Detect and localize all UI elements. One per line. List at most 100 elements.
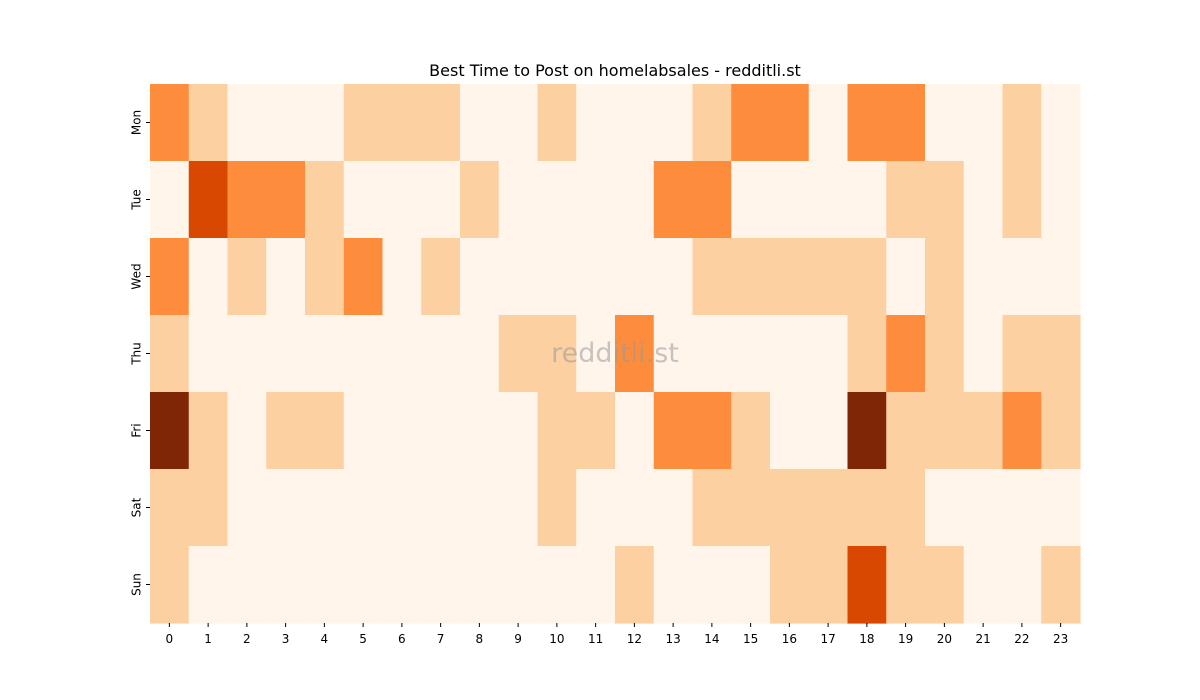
x-tick-label: 1 — [204, 632, 212, 646]
watermark: redditli.st — [551, 338, 679, 369]
heatmap-cell-Sat-0 — [150, 469, 190, 547]
x-tick-label: 0 — [166, 632, 174, 646]
heatmap-cell-Mon-15 — [731, 84, 771, 162]
heatmap-cell-Sat-12 — [615, 469, 655, 547]
heatmap-cell-Thu-10 — [537, 315, 577, 393]
x-tick-label: 9 — [514, 632, 522, 646]
heatmap-cell-Thu-7 — [421, 315, 461, 393]
heatmap-cell-Mon-2 — [227, 84, 267, 162]
heatmap-cell-Sat-18 — [847, 469, 887, 547]
x-tick-label: 21 — [975, 632, 990, 646]
heatmap-cell-Wed-22 — [1002, 238, 1042, 316]
heatmap-cell-Sat-21 — [963, 469, 1004, 547]
heatmap-cell-Thu-6 — [382, 315, 422, 393]
heatmap-cell-Fri-7 — [421, 392, 461, 470]
heatmap-cell-Fri-11 — [576, 392, 616, 470]
heatmap-cell-Tue-8 — [460, 161, 500, 239]
heatmap-cell-Sun-13 — [653, 546, 694, 624]
x-tick-label: 10 — [549, 632, 564, 646]
y-tick-label: Sat — [130, 497, 144, 517]
heatmap-cell-Fri-6 — [382, 392, 422, 470]
x-tick-label: 18 — [859, 632, 874, 646]
heatmap-cell-Tue-19 — [886, 161, 926, 239]
heatmap-cell-Thu-3 — [266, 315, 306, 393]
chart-title: Best Time to Post on homelabsales - redd… — [429, 61, 801, 80]
heatmap-cell-Mon-20 — [925, 84, 965, 162]
heatmap-cell-Sat-22 — [1002, 469, 1042, 547]
heatmap-cell-Wed-16 — [770, 238, 810, 316]
heatmap-cell-Sun-21 — [963, 546, 1004, 624]
heatmap-cell-Sun-19 — [886, 546, 926, 624]
heatmap-cell-Thu-20 — [925, 315, 965, 393]
heatmap-cell-Wed-23 — [1041, 238, 1081, 316]
heatmap-cell-Fri-16 — [770, 392, 810, 470]
x-tick-label: 13 — [665, 632, 680, 646]
heatmap-cell-Fri-4 — [305, 392, 345, 470]
heatmap-cell-Wed-13 — [653, 238, 694, 316]
x-tick-label: 12 — [627, 632, 642, 646]
x-tick-label: 17 — [820, 632, 835, 646]
heatmap-cell-Sun-10 — [537, 546, 577, 624]
heatmap-cell-Sun-4 — [305, 546, 345, 624]
heatmap-cell-Wed-12 — [615, 238, 655, 316]
x-tick-label: 11 — [588, 632, 603, 646]
heatmap-cell-Fri-9 — [498, 392, 539, 470]
heatmap-cell-Fri-23 — [1041, 392, 1081, 470]
heatmap-cell-Sun-17 — [808, 546, 849, 624]
heatmap-cell-Wed-1 — [188, 238, 229, 316]
heatmap-cell-Tue-10 — [537, 161, 577, 239]
heatmap-cell-Mon-9 — [498, 84, 539, 162]
heatmap-cell-Tue-20 — [925, 161, 965, 239]
heatmap-cell-Tue-4 — [305, 161, 345, 239]
heatmap-cell-Mon-7 — [421, 84, 461, 162]
heatmap-cell-Sun-7 — [421, 546, 461, 624]
heatmap-cell-Mon-10 — [537, 84, 577, 162]
heatmap-cell-Fri-17 — [808, 392, 849, 470]
heatmap-cell-Tue-16 — [770, 161, 810, 239]
heatmap-cell-Wed-11 — [576, 238, 616, 316]
heatmap-cells — [150, 84, 1081, 624]
heatmap-cell-Mon-0 — [150, 84, 190, 162]
heatmap-cell-Tue-9 — [498, 161, 539, 239]
heatmap-cell-Thu-17 — [808, 315, 849, 393]
heatmap-cell-Fri-21 — [963, 392, 1004, 470]
heatmap-cell-Mon-5 — [343, 84, 384, 162]
heatmap-cell-Tue-14 — [692, 161, 732, 239]
x-tick-label: 14 — [704, 632, 719, 646]
heatmap-cell-Mon-12 — [615, 84, 655, 162]
heatmap-cell-Thu-13 — [653, 315, 694, 393]
heatmap-cell-Mon-14 — [692, 84, 732, 162]
y-tick-label: Mon — [130, 110, 144, 135]
heatmap-cell-Sat-8 — [460, 469, 500, 547]
heatmap-cell-Sun-20 — [925, 546, 965, 624]
heatmap-cell-Mon-3 — [266, 84, 306, 162]
heatmap-cell-Sat-3 — [266, 469, 306, 547]
heatmap-cell-Tue-3 — [266, 161, 306, 239]
heatmap-cell-Sun-1 — [188, 546, 229, 624]
heatmap-cell-Wed-0 — [150, 238, 190, 316]
heatmap-cell-Wed-10 — [537, 238, 577, 316]
heatmap-cell-Tue-1 — [188, 161, 229, 239]
heatmap-cell-Sat-17 — [808, 469, 849, 547]
heatmap-cell-Wed-9 — [498, 238, 539, 316]
heatmap-cell-Fri-13 — [653, 392, 694, 470]
heatmap-cell-Sun-23 — [1041, 546, 1081, 624]
heatmap-cell-Sun-12 — [615, 546, 655, 624]
heatmap-cell-Fri-20 — [925, 392, 965, 470]
heatmap-cell-Fri-14 — [692, 392, 732, 470]
heatmap-cell-Tue-21 — [963, 161, 1004, 239]
heatmap-cell-Sat-5 — [343, 469, 384, 547]
heatmap-cell-Wed-5 — [343, 238, 384, 316]
heatmap-cell-Thu-11 — [576, 315, 616, 393]
heatmap-cell-Thu-22 — [1002, 315, 1042, 393]
x-tick-label: 23 — [1053, 632, 1068, 646]
heatmap-cell-Mon-1 — [188, 84, 229, 162]
x-tick-label: 19 — [898, 632, 913, 646]
heatmap-cell-Thu-4 — [305, 315, 345, 393]
x-tick-label: 16 — [782, 632, 797, 646]
heatmap-cell-Tue-22 — [1002, 161, 1042, 239]
x-tick-label: 3 — [282, 632, 290, 646]
heatmap-cell-Thu-0 — [150, 315, 190, 393]
heatmap-cell-Mon-19 — [886, 84, 926, 162]
x-tick-label: 6 — [398, 632, 406, 646]
